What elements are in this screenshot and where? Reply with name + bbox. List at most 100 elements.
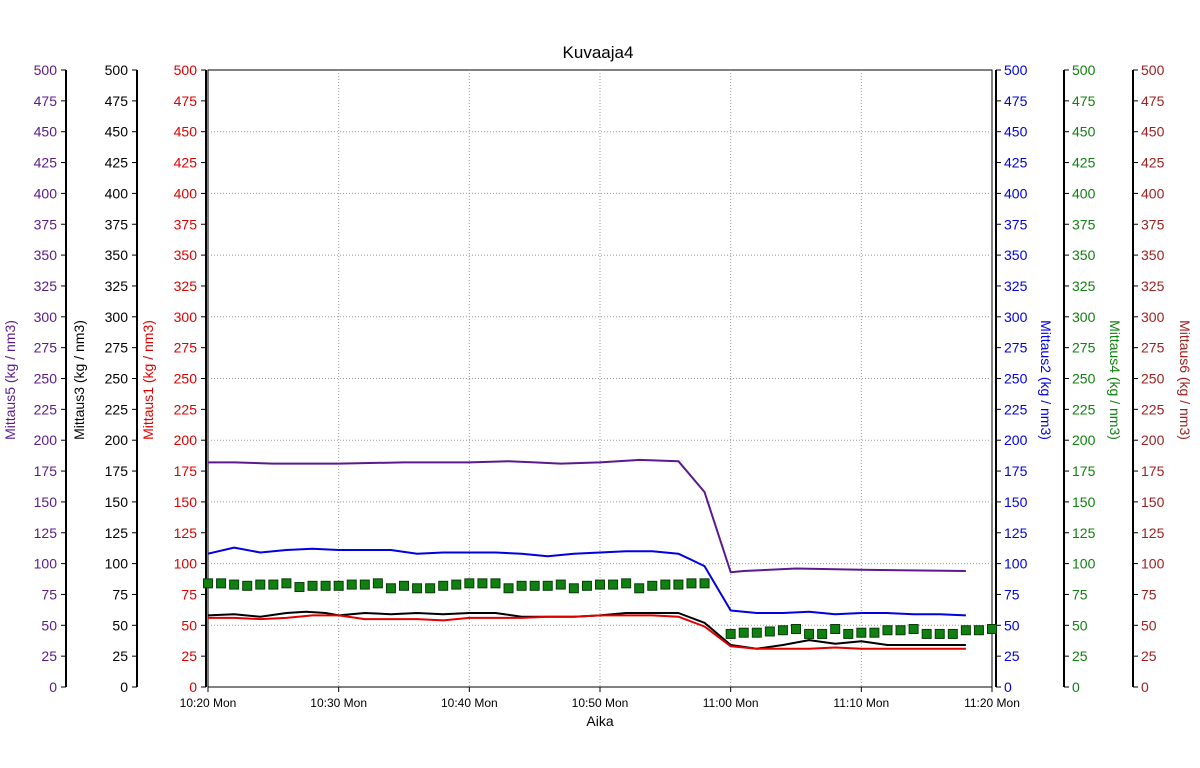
tick-label: 25 <box>112 648 128 664</box>
data-point <box>242 580 253 591</box>
x-tick-label: 11:10 Mon <box>833 696 889 710</box>
x-tick-label: 10:30 Mon <box>310 696 367 710</box>
tick-label: 50 <box>1004 617 1020 633</box>
axis-title: Mittaus3 (kg / nm3) <box>71 320 87 440</box>
tick-label: 475 <box>34 93 58 109</box>
data-point <box>464 578 475 589</box>
data-point <box>412 583 423 594</box>
data-point <box>346 579 357 590</box>
tick-label: 0 <box>1072 679 1080 695</box>
data-point <box>869 627 880 638</box>
tick-label: 375 <box>1072 216 1096 232</box>
data-point <box>451 579 462 590</box>
data-point <box>673 579 684 590</box>
tick-label: 375 <box>1141 216 1165 232</box>
data-point <box>973 625 984 636</box>
data-point <box>568 583 579 594</box>
tick-label: 100 <box>34 556 58 572</box>
tick-label: 450 <box>174 124 198 140</box>
tick-label: 325 <box>34 278 58 294</box>
data-point <box>385 583 396 594</box>
tick-label: 475 <box>1072 93 1096 109</box>
tick-label: 75 <box>181 586 197 602</box>
tick-label: 125 <box>174 525 198 541</box>
x-axis: 10:20 Mon 10:30 Mon 10:40 Mon 10:50 Mon 11:0… <box>180 687 1020 710</box>
data-point <box>621 578 632 589</box>
tick-label: 0 <box>1141 679 1149 695</box>
data-point <box>608 579 619 590</box>
data-point <box>660 579 671 590</box>
tick-label: 275 <box>174 340 198 356</box>
tick-label: 275 <box>34 340 58 356</box>
data-point <box>542 580 553 591</box>
tick-label: 175 <box>1141 463 1165 479</box>
x-tick-label: 10:40 Mon <box>441 696 498 710</box>
tick-label: 375 <box>105 216 129 232</box>
y-axis-m3: 0 25 50 75 100 125 150 175 200 225 250 275 300 325 350… <box>71 62 138 695</box>
y-axis-m6: 0 25 50 75 100 125 150 175 200 225 250 275 300 325 350… <box>1132 62 1193 695</box>
data-point <box>281 578 292 589</box>
tick-label: 125 <box>1072 525 1096 541</box>
tick-label: 450 <box>1072 124 1096 140</box>
tick-label: 100 <box>174 556 198 572</box>
tick-label: 425 <box>1004 155 1028 171</box>
tick-label: 150 <box>174 494 198 510</box>
tick-label: 275 <box>1004 340 1028 356</box>
tick-label: 175 <box>105 463 129 479</box>
data-point <box>268 579 279 590</box>
axis-title: Mittaus4 (kg / nm3) <box>1107 320 1123 440</box>
data-point <box>503 583 514 594</box>
tick-label: 500 <box>34 62 58 78</box>
tick-label: 25 <box>41 648 57 664</box>
tick-label: 350 <box>105 247 129 263</box>
data-point <box>359 579 370 590</box>
tick-label: 0 <box>1004 679 1012 695</box>
data-point <box>647 580 658 591</box>
tick-label: 200 <box>1141 432 1165 448</box>
tick-label: 375 <box>1004 216 1028 232</box>
tick-label: 450 <box>1141 124 1165 140</box>
tick-label: 500 <box>1072 62 1096 78</box>
y-axis-m2: 0 25 50 75 100 125 150 175 200 225 250 275 300 325 350… <box>995 62 1054 695</box>
tick-label: 475 <box>105 93 129 109</box>
tick-label: 450 <box>105 124 129 140</box>
tick-label: 425 <box>1072 155 1096 171</box>
tick-label: 225 <box>34 401 58 417</box>
tick-label: 25 <box>1072 648 1088 664</box>
tick-label: 275 <box>105 340 129 356</box>
tick-label: 50 <box>41 617 57 633</box>
tick-label: 250 <box>174 371 198 387</box>
data-point <box>960 625 971 636</box>
x-tick-label: 11:00 Mon <box>703 696 759 710</box>
axis-title: Mittaus2 (kg / nm3) <box>1038 320 1054 440</box>
tick-label: 50 <box>1072 617 1088 633</box>
series-Mittaus1 <box>208 614 966 650</box>
data-point <box>516 580 527 591</box>
tick-label: 25 <box>181 648 197 664</box>
tick-label: 425 <box>1141 155 1165 171</box>
axes: 0255075100125150175200225250275300325350… <box>2 62 1193 695</box>
tick-label: 375 <box>34 216 58 232</box>
tick-label: 475 <box>1141 93 1165 109</box>
tick-label: 50 <box>112 617 128 633</box>
data-point <box>882 625 893 636</box>
data-point <box>791 624 801 635</box>
tick-label: 125 <box>1004 525 1028 541</box>
tick-label: 425 <box>34 155 58 171</box>
data-point <box>425 583 436 594</box>
tick-label: 75 <box>41 586 57 602</box>
data-point <box>987 624 997 635</box>
data-point <box>229 579 240 590</box>
y-axis-m4: 0 25 50 75 100 125 150 175 200 225 250 275 300 325 350… <box>1063 62 1123 695</box>
tick-label: 75 <box>112 586 128 602</box>
tick-label: 475 <box>1004 93 1028 109</box>
tick-label: 250 <box>105 371 129 387</box>
tick-label: 350 <box>1004 247 1028 263</box>
series-Mittaus5 <box>208 458 966 574</box>
tick-label: 400 <box>105 185 129 201</box>
data-point <box>477 578 488 589</box>
tick-label: 325 <box>1141 278 1165 294</box>
x-tick-label: 10:50 Mon <box>572 696 629 710</box>
x-tick-label: 11:20 Mon <box>964 696 1020 710</box>
data-point <box>843 628 854 639</box>
